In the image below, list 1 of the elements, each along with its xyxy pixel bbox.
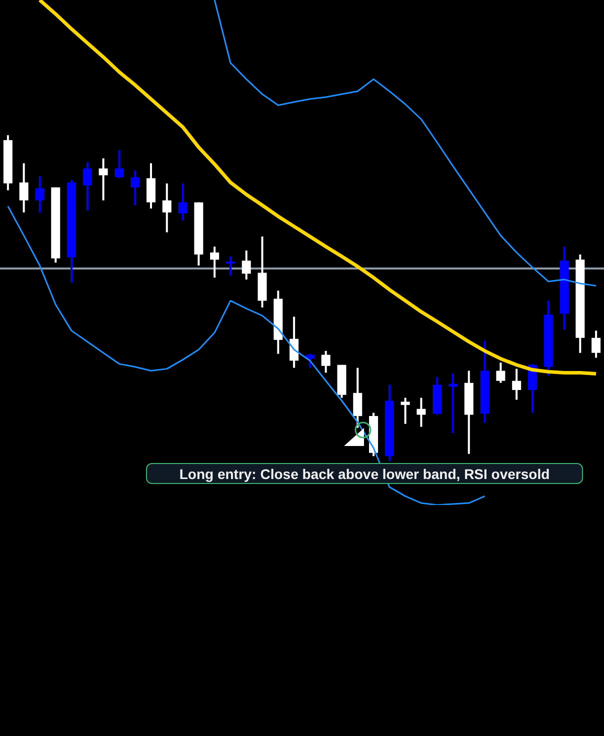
label-box: Long entry: Close back above lower band, RSI oversold <box>146 463 583 484</box>
